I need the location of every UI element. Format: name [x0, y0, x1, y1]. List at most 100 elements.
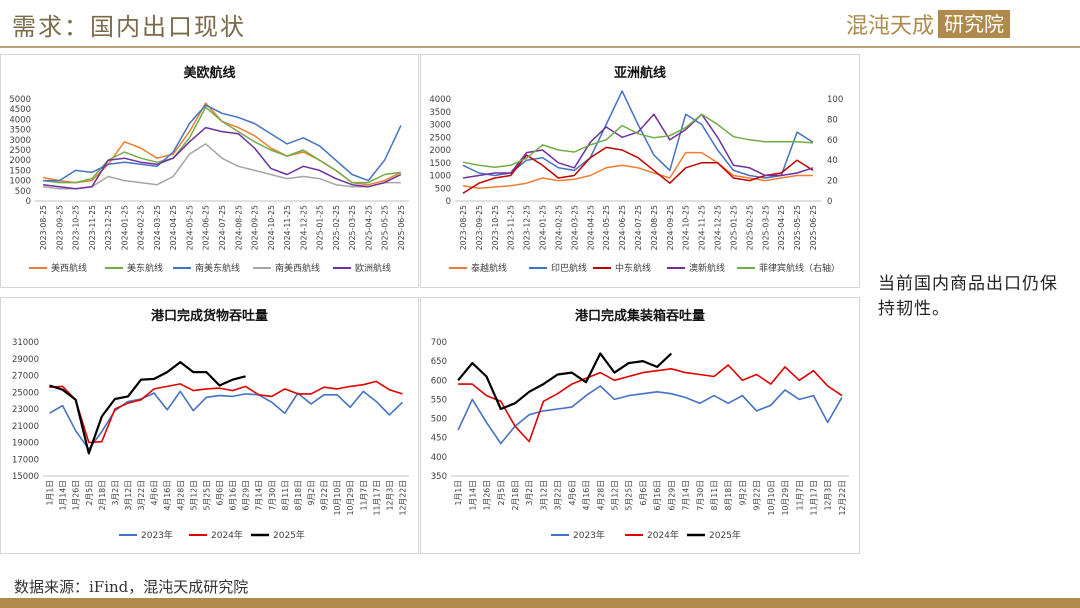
x-tick-label: 2月5日 — [497, 480, 506, 506]
x-tick-label: 2024-02-25 — [137, 205, 146, 250]
x-tick-label: 6月16日 — [229, 480, 238, 510]
x-tick-label: 2023-08-25 — [39, 205, 48, 250]
x-tick-label: 2024-08-25 — [650, 205, 659, 250]
x-tick-label: 7月30日 — [696, 480, 705, 510]
series-line-3 — [462, 146, 814, 194]
x-tick-label: 2024-10-25 — [682, 205, 691, 250]
chart-panel-port-cargo: 港口完成货物吞吐量 15000 17000 19000 21000 23000 25000 2… — [0, 297, 419, 554]
legend-label: 南美东航线 — [195, 262, 240, 274]
y-tick-label: 2000 — [9, 156, 31, 166]
y-tick-label: 350 — [431, 472, 447, 482]
x-tick-label: 1月14日 — [59, 480, 68, 510]
y-tick-label: 2500 — [9, 146, 31, 156]
y-tick-label: 600 — [431, 376, 447, 386]
x-tick-label: 2025-03-25 — [348, 205, 357, 250]
x-tick-label: 10月29日 — [346, 480, 355, 515]
chart-port-cargo: 港口完成货物吞吐量 15000 17000 19000 21000 23000 25000 2… — [12, 308, 409, 541]
y-tick-label: 2500 — [429, 133, 451, 143]
y-tick-label: 3500 — [9, 126, 31, 136]
x-tick-label: 1月1日 — [46, 480, 55, 506]
y-tick-label: 27000 — [12, 372, 39, 382]
y-tick-label: 1000 — [9, 177, 31, 187]
series-line-2 — [458, 364, 843, 443]
x-tick-label: 2024-04-25 — [586, 205, 595, 250]
x-tick-label: 2025-02-25 — [332, 205, 341, 250]
x-tick-label: 2月18日 — [511, 480, 520, 510]
x-tick-label: 7月14日 — [682, 480, 691, 510]
x-tick-label: 2024-06-25 — [202, 205, 211, 250]
x-tick-label: 10月29日 — [781, 480, 790, 515]
chart-title: 美欧航线 — [183, 65, 235, 81]
x-tick-label: 9月22日 — [753, 480, 762, 510]
x-tick-label: 2024-12-25 — [714, 205, 723, 250]
x-tick-label: 2023-12-25 — [523, 205, 532, 250]
x-tick-label: 2024-04-25 — [169, 205, 178, 250]
y-tick-label: 1500 — [429, 159, 451, 169]
x-tick-label: 4月16日 — [582, 480, 591, 510]
x-tick-label: 8月18日 — [294, 480, 303, 510]
series-line-2 — [43, 106, 401, 184]
x-tick-label: 6月6日 — [639, 480, 648, 506]
brand-logo: 混沌天成 研究院 — [846, 10, 1011, 39]
series-line-2 — [49, 380, 403, 444]
x-tick-label: 3月22日 — [137, 480, 146, 510]
x-tick-label: 3月22日 — [554, 480, 563, 510]
x-tick-label: 2024-02-25 — [554, 205, 563, 250]
x-tick-label: 2024-08-25 — [234, 205, 243, 250]
x-tick-label: 2023-11-25 — [88, 205, 97, 250]
x-tick-label: 2023-12-25 — [104, 205, 113, 250]
x-tick-label: 2023-11-25 — [507, 205, 516, 250]
x-tick-label: 6月29日 — [242, 480, 251, 510]
x-tick-label: 2024-12-25 — [299, 205, 308, 250]
chart-panel-port-container: 港口完成集装箱吞吐量 350 400 450 500 550 600 650 700 1月1日 1月… — [420, 297, 860, 554]
series-line-4 — [43, 143, 401, 190]
x-tick-label: 2023-10-25 — [491, 205, 500, 250]
legend-label: 美西航线 — [51, 262, 87, 274]
y-tick-label: 29000 — [12, 355, 39, 365]
x-tick-label: 2024-06-25 — [618, 205, 627, 250]
series-line-5 — [43, 126, 402, 190]
x-tick-label: 2025-05-25 — [793, 205, 802, 250]
header-divider — [0, 46, 1080, 48]
y2-tick-label: 80 — [827, 115, 838, 125]
y2-tick-label: 40 — [827, 156, 838, 166]
x-tick-label: 2025-04-25 — [777, 205, 786, 250]
y-tick-label: 17000 — [12, 455, 39, 465]
x-tick-label: 2024-10-25 — [267, 205, 276, 250]
chart-us-eu-routes: 美欧航线 050010001500200025003000350040004500… — [9, 65, 409, 274]
legend-label: 2023年 — [573, 529, 605, 541]
legend-label: 菲律宾航线（右轴） — [759, 262, 840, 274]
y-tick-label: 500 — [431, 415, 447, 425]
x-tick-label: 5月12日 — [610, 480, 619, 510]
y-tick-label: 3000 — [9, 136, 31, 146]
x-tick-label: 2025-04-25 — [364, 205, 373, 250]
chart-title: 港口完成集装箱吞吐量 — [575, 308, 705, 324]
legend-label: 2023年 — [141, 529, 173, 541]
y-tick-label: 500 — [15, 187, 31, 197]
y-tick-label: 2000 — [429, 146, 451, 156]
y-tick-label: 500 — [435, 184, 451, 194]
x-tick-label: 11月7日 — [359, 480, 368, 510]
x-tick-label: 2025-03-25 — [761, 205, 770, 250]
legend-label: 2025年 — [709, 529, 741, 541]
x-tick-label: 9月2日 — [307, 480, 316, 506]
y-tick-label: 4000 — [9, 115, 31, 125]
x-tick-label: 2024-01-25 — [539, 205, 548, 250]
x-tick-label: 4月16日 — [163, 480, 172, 510]
x-tick-label: 2024-09-25 — [251, 205, 260, 250]
x-tick-label: 2025-01-25 — [729, 205, 738, 250]
legend-label: 印巴航线 — [551, 262, 587, 274]
x-tick-label: 11月7日 — [795, 480, 804, 510]
x-tick-label: 2025-06-25 — [397, 205, 406, 250]
chart-panel-asia: 亚洲航线 0 500 1000 1500 2000 2500 3000 3500 4000 0 20 4… — [420, 54, 860, 288]
y-tick-label: 0 — [446, 197, 451, 207]
x-tick-label: 11月17日 — [809, 480, 818, 515]
y-tick-label: 23000 — [12, 405, 39, 415]
x-tick-label: 2024-05-25 — [185, 205, 194, 250]
x-tick-label: 12月3日 — [824, 480, 833, 510]
y-tick-label: 400 — [431, 453, 447, 463]
legend-label: 2024年 — [211, 529, 243, 541]
x-tick-label: 12月3日 — [385, 480, 394, 510]
y-tick-label: 700 — [431, 338, 447, 348]
x-tick-label: 2025-05-25 — [381, 205, 390, 250]
